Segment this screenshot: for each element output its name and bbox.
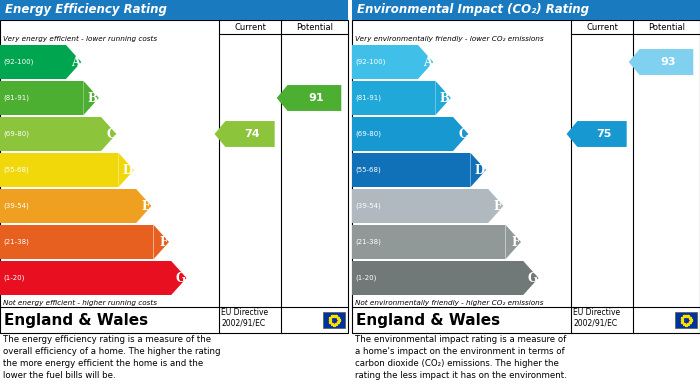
Bar	[0, 225, 153, 259]
Bar	[0, 261, 171, 295]
Polygon shape	[418, 45, 433, 79]
Polygon shape	[276, 85, 342, 111]
Polygon shape	[83, 81, 99, 115]
Text: (21-38): (21-38)	[3, 239, 29, 245]
Text: The environmental impact rating is a measure of
a home's impact on the environme: The environmental impact rating is a mea…	[355, 335, 567, 380]
Text: (1-20): (1-20)	[355, 275, 377, 281]
Text: Very energy efficient - lower running costs: Very energy efficient - lower running co…	[3, 36, 157, 42]
Polygon shape	[505, 225, 521, 259]
Text: E: E	[494, 199, 503, 212]
Polygon shape	[488, 189, 503, 223]
Text: England & Wales: England & Wales	[4, 312, 148, 328]
Text: C: C	[458, 127, 468, 140]
Text: 74: 74	[244, 129, 260, 139]
Text: (69-80): (69-80)	[3, 131, 29, 137]
Text: Energy Efficiency Rating: Energy Efficiency Rating	[5, 4, 167, 16]
Text: Very environmentally friendly - lower CO₂ emissions: Very environmentally friendly - lower CO…	[355, 36, 544, 42]
Text: Current: Current	[586, 23, 618, 32]
Text: (1-20): (1-20)	[3, 275, 25, 281]
Text: (39-54): (39-54)	[3, 203, 29, 209]
Polygon shape	[101, 117, 116, 151]
Bar	[0, 0, 348, 20]
Text: EU Directive
2002/91/EC: EU Directive 2002/91/EC	[573, 308, 620, 328]
Text: G: G	[528, 271, 538, 285]
Text: (81-91): (81-91)	[355, 95, 381, 101]
Bar	[352, 117, 453, 151]
Text: (55-68): (55-68)	[3, 167, 29, 173]
Text: 75: 75	[596, 129, 612, 139]
Polygon shape	[453, 117, 468, 151]
Text: 93: 93	[661, 57, 676, 67]
Text: D: D	[122, 163, 133, 176]
Text: A: A	[424, 56, 433, 68]
Bar	[0, 153, 118, 187]
Text: Potential: Potential	[296, 23, 333, 32]
Text: (81-91): (81-91)	[3, 95, 29, 101]
Polygon shape	[171, 261, 186, 295]
Text: A: A	[71, 56, 80, 68]
Bar	[0, 45, 66, 79]
Text: F: F	[160, 235, 168, 249]
Bar	[352, 20, 700, 333]
Bar	[352, 45, 418, 79]
Bar	[352, 0, 700, 20]
Text: Environmental Impact (CO₂) Rating: Environmental Impact (CO₂) Rating	[357, 4, 589, 16]
Polygon shape	[470, 153, 486, 187]
Polygon shape	[136, 189, 151, 223]
Text: F: F	[512, 235, 520, 249]
Text: D: D	[475, 163, 485, 176]
Polygon shape	[66, 45, 81, 79]
Text: 91: 91	[309, 93, 324, 103]
Text: (92-100): (92-100)	[3, 59, 34, 65]
Text: Not environmentally friendly - higher CO₂ emissions: Not environmentally friendly - higher CO…	[355, 300, 543, 306]
Text: (69-80): (69-80)	[355, 131, 381, 137]
Polygon shape	[118, 153, 134, 187]
Bar	[352, 189, 488, 223]
Bar	[0, 81, 83, 115]
Text: Current: Current	[234, 23, 266, 32]
Bar	[352, 81, 435, 115]
Text: (21-38): (21-38)	[355, 239, 381, 245]
Polygon shape	[435, 81, 451, 115]
Polygon shape	[566, 121, 626, 147]
Text: England & Wales: England & Wales	[356, 312, 500, 328]
Text: (39-54): (39-54)	[355, 203, 381, 209]
Bar	[0, 20, 348, 333]
Text: Not energy efficient - higher running costs: Not energy efficient - higher running co…	[3, 300, 157, 306]
Polygon shape	[153, 225, 169, 259]
Text: E: E	[141, 199, 150, 212]
Text: B: B	[440, 91, 450, 104]
Bar	[352, 261, 523, 295]
Polygon shape	[214, 121, 274, 147]
Text: The energy efficiency rating is a measure of the
overall efficiency of a home. T: The energy efficiency rating is a measur…	[3, 335, 220, 380]
Bar	[0, 189, 136, 223]
Polygon shape	[629, 49, 693, 75]
Text: C: C	[106, 127, 116, 140]
Polygon shape	[523, 261, 538, 295]
Bar	[323, 312, 345, 328]
Bar	[675, 312, 697, 328]
Text: (92-100): (92-100)	[355, 59, 386, 65]
Bar	[352, 153, 470, 187]
Text: G: G	[176, 271, 186, 285]
Text: (55-68): (55-68)	[355, 167, 381, 173]
Bar	[352, 225, 505, 259]
Bar	[0, 117, 101, 151]
Text: EU Directive
2002/91/EC: EU Directive 2002/91/EC	[221, 308, 268, 328]
Text: B: B	[88, 91, 98, 104]
Text: Potential: Potential	[648, 23, 685, 32]
